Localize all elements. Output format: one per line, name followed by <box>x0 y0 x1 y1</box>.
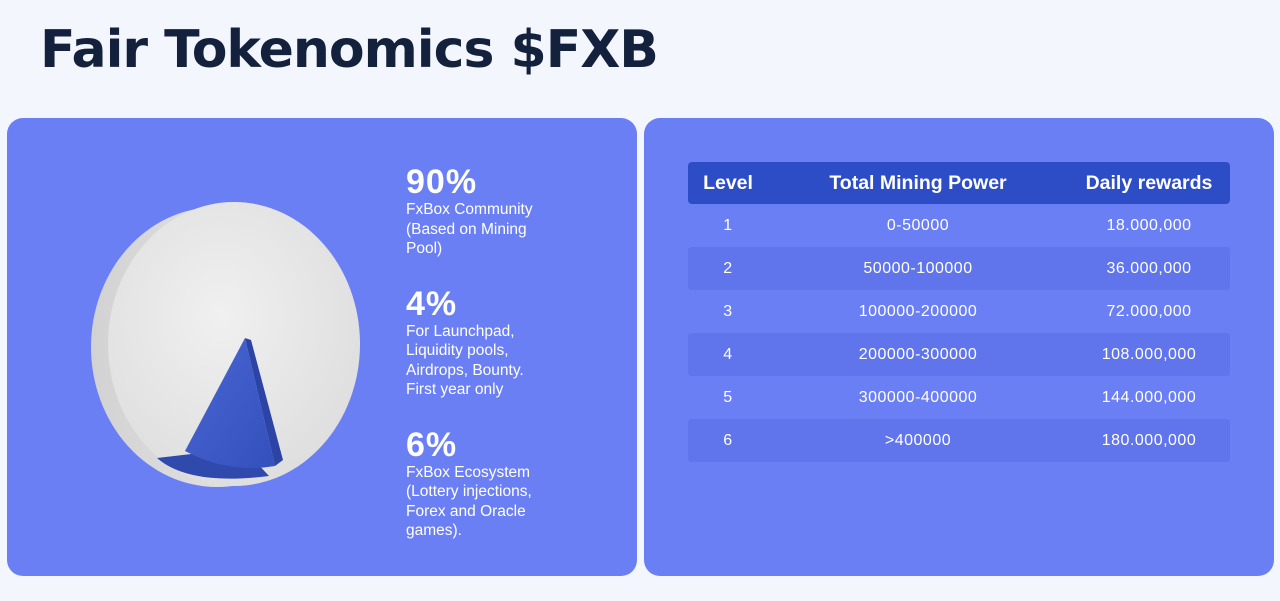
cell-daily-rewards: 36.000,000 <box>1106 259 1192 277</box>
header-level: Level <box>703 171 753 194</box>
table-row: 1 0-50000 18.000,000 <box>688 204 1230 247</box>
stat-description: FxBox Ecosystem (Lottery injections, For… <box>406 463 532 540</box>
table-row: 5 300000-400000 144.000,000 <box>688 376 1230 419</box>
cell-daily-rewards: 144.000,000 <box>1101 388 1197 406</box>
cell-mining-power: 200000-300000 <box>858 345 978 363</box>
cell-level: 5 <box>723 388 733 406</box>
cell-level: 6 <box>723 431 733 449</box>
stat-ecosystem: 6% FxBox Ecosystem (Lottery injections, … <box>406 427 606 541</box>
stat-percent: 90% <box>406 163 478 201</box>
header-total-mining-power: Total Mining Power <box>829 171 1007 194</box>
cell-level: 2 <box>723 259 733 277</box>
cell-level: 1 <box>723 216 733 234</box>
stat-percent: 4% <box>406 284 458 323</box>
stat-description: FxBox Community (Based on Mining Pool) <box>406 201 533 257</box>
rewards-card: Level Total Mining Power Daily rewards 1… <box>644 118 1274 576</box>
table-row: 3 100000-200000 72.000,000 <box>688 290 1230 333</box>
table-row: 4 200000-300000 108.000,000 <box>688 333 1230 376</box>
stat-percent: 6% <box>406 425 458 464</box>
cell-daily-rewards: 180.000,000 <box>1101 431 1197 449</box>
distribution-pie-chart <box>79 194 379 514</box>
cell-daily-rewards: 18.000,000 <box>1106 216 1192 234</box>
distribution-card: 90% FxBox Community (Based on Mining Poo… <box>7 118 637 576</box>
pie-slice-main <box>108 202 360 486</box>
cell-mining-power: 50000-100000 <box>863 259 973 277</box>
stat-description: For Launchpad, Liquidity pools, Airdrops… <box>406 322 524 399</box>
cell-mining-power: >400000 <box>884 431 952 449</box>
table-header: Level Total Mining Power Daily rewards <box>688 162 1230 204</box>
table-row: 6 >400000 180.000,000 <box>688 419 1230 462</box>
cell-mining-power: 0-50000 <box>886 216 950 234</box>
rewards-table: Level Total Mining Power Daily rewards 1… <box>688 162 1230 462</box>
stat-community: 90% FxBox Community (Based on Mining Poo… <box>406 164 606 259</box>
cell-level: 3 <box>723 302 733 320</box>
cell-mining-power: 300000-400000 <box>858 388 978 406</box>
distribution-stats: 90% FxBox Community (Based on Mining Poo… <box>406 164 606 568</box>
cell-daily-rewards: 72.000,000 <box>1106 302 1192 320</box>
table-row: 2 50000-100000 36.000,000 <box>688 247 1230 290</box>
header-daily-rewards: Daily rewards <box>1085 171 1213 194</box>
page-title: Fair Tokenomics $FXB <box>40 20 659 80</box>
stat-launchpad: 4% For Launchpad, Liquidity pools, Airdr… <box>406 286 606 400</box>
cell-level: 4 <box>723 345 733 363</box>
pie-slice-small <box>185 338 275 469</box>
cell-daily-rewards: 108.000,000 <box>1101 345 1197 363</box>
cell-mining-power: 100000-200000 <box>858 302 978 320</box>
